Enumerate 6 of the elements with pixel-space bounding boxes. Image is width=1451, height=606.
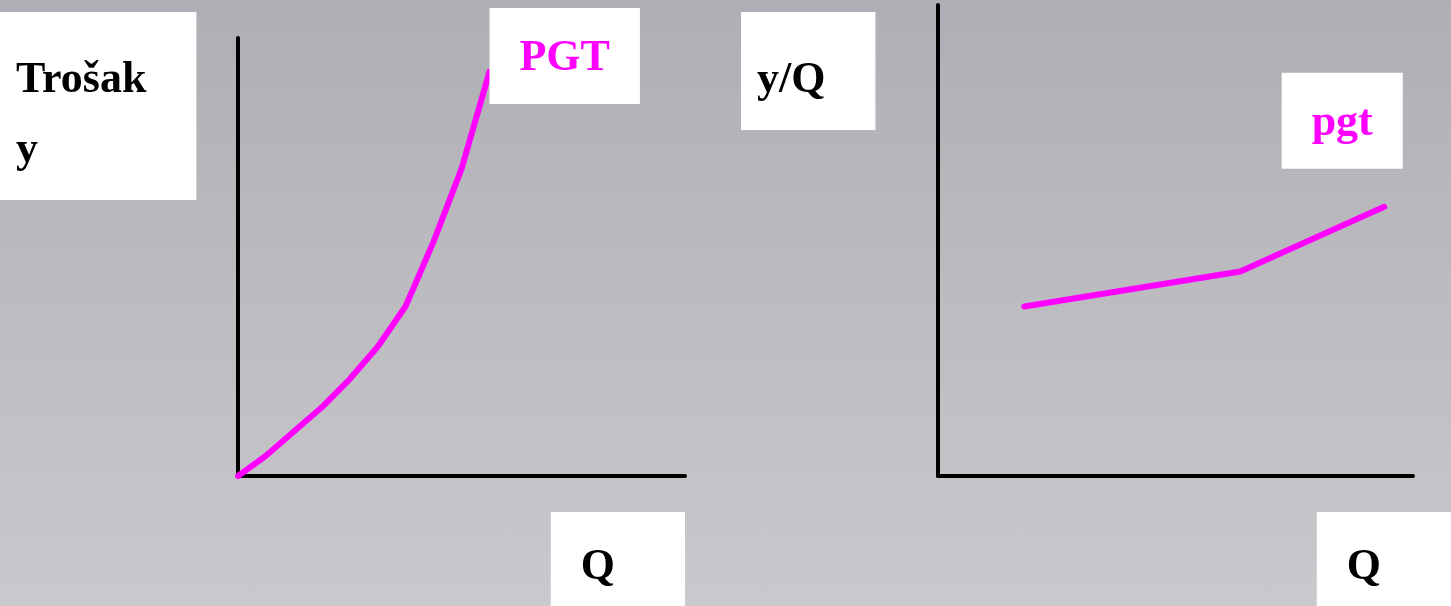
y-axis-title: y/Q <box>757 52 826 102</box>
x-axis-title: Q <box>1346 539 1382 589</box>
x-axis-title: Q <box>580 539 616 589</box>
series-label: PGT <box>519 31 610 81</box>
series-label: pgt <box>1311 96 1374 146</box>
y-axis-title: Trošak y <box>16 52 147 172</box>
